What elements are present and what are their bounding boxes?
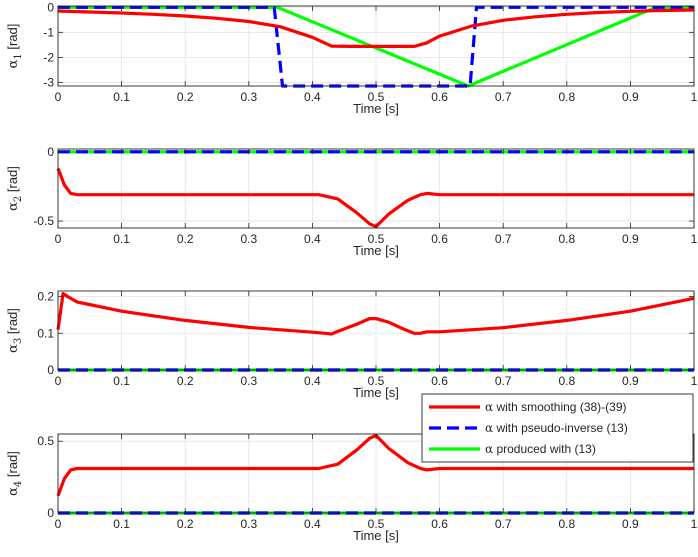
x-axis-label: Time [s] bbox=[353, 385, 399, 400]
x-axis-label: Time [s] bbox=[353, 243, 399, 258]
y-axis-label: α2 [rad] bbox=[5, 166, 24, 211]
x-tick-label: 0.9 bbox=[622, 90, 639, 104]
x-tick-label: 0.7 bbox=[495, 232, 512, 246]
y-tick-label: 0 bbox=[47, 0, 54, 14]
y-axis-label-unit: [rad] bbox=[5, 166, 20, 196]
x-tick-label: 0.6 bbox=[431, 517, 448, 531]
x-tick-label: 0.3 bbox=[240, 517, 257, 531]
y-axis-label-subscript: 4 bbox=[13, 481, 24, 487]
x-tick-label: 0.3 bbox=[240, 374, 257, 388]
x-tick-label: 0.8 bbox=[558, 232, 575, 246]
y-tick-label: -3 bbox=[43, 75, 54, 89]
x-tick-label: 1 bbox=[691, 374, 698, 388]
x-tick-label: 1 bbox=[691, 517, 698, 531]
x-tick-label: 0.5 bbox=[368, 517, 385, 531]
subplot-3: 0 0.1 0.2 0.3 0.4 0.5 0.6 0.7 0.8 0.9 1 0 0.1 0.2 Time… bbox=[5, 290, 698, 400]
y-axis-label-unit: [rad] bbox=[5, 24, 20, 54]
y-tick-label: -1 bbox=[43, 25, 54, 39]
y-axis-label-symbol: α bbox=[6, 59, 21, 68]
x-tick-label: 0.3 bbox=[240, 232, 257, 246]
y-tick-label: 0.1 bbox=[37, 326, 54, 340]
x-tick-label: 0.5 bbox=[368, 232, 385, 246]
subplot-1: 0 0.1 0.2 0.3 0.4 0.5 0.6 0.7 0.8 0.9 1 0 -1 -2 -3 Time… bbox=[5, 0, 698, 116]
x-tick-label: 0.4 bbox=[304, 90, 321, 104]
series-line-smoothing bbox=[56, 433, 694, 497]
x-tick-label: 0.3 bbox=[240, 90, 257, 104]
legend-label-smoothing: α with smoothing (38)-(39) bbox=[485, 400, 627, 414]
x-tick-label: 0.6 bbox=[431, 374, 448, 388]
series-line-smoothing bbox=[57, 8, 695, 49]
y-axis-label-symbol: α bbox=[6, 344, 21, 353]
legend-label-symbol: α bbox=[485, 421, 493, 435]
y-tick-label: 0 bbox=[47, 363, 54, 377]
y-axis-label-unit: [rad] bbox=[5, 308, 20, 338]
x-tick-label: 0.7 bbox=[495, 517, 512, 531]
legend-label-text: produced with (13) bbox=[493, 442, 596, 456]
x-tick-label: 0 bbox=[55, 232, 62, 246]
y-axis-label-unit: [rad] bbox=[5, 451, 20, 481]
x-tick-label: 0 bbox=[55, 90, 62, 104]
x-tick-label: 0.4 bbox=[304, 374, 321, 388]
series-line-smoothing bbox=[56, 292, 695, 336]
legend-label-pseudo-inverse: α with pseudo-inverse (13) bbox=[485, 421, 628, 435]
x-tick-label: 0 bbox=[55, 517, 62, 531]
x-tick-label: 0.8 bbox=[558, 90, 575, 104]
series-line-smoothing bbox=[56, 167, 694, 229]
x-tick-label: 1 bbox=[691, 232, 698, 246]
legend: α with smoothing (38)-(39)α with pseudo-… bbox=[421, 393, 694, 463]
x-tick-label: 0.9 bbox=[622, 232, 639, 246]
x-tick-label: 0.5 bbox=[368, 90, 385, 104]
y-tick-label: 0 bbox=[47, 506, 54, 520]
x-tick-label: 0.5 bbox=[368, 374, 385, 388]
x-tick-label: 0.1 bbox=[113, 90, 130, 104]
y-axis-label: α4 [rad] bbox=[5, 451, 24, 496]
legend-label-produced: α produced with (13) bbox=[485, 442, 596, 456]
x-tick-label: 1 bbox=[691, 90, 698, 104]
x-tick-label: 0.9 bbox=[622, 517, 639, 531]
x-tick-label: 0.1 bbox=[113, 232, 130, 246]
x-tick-label: 0.1 bbox=[113, 374, 130, 388]
x-tick-label: 0.4 bbox=[304, 232, 321, 246]
x-tick-label: 0.2 bbox=[177, 232, 194, 246]
x-tick-label: 0.8 bbox=[558, 517, 575, 531]
x-tick-label: 0.4 bbox=[304, 517, 321, 531]
x-tick-label: 0 bbox=[55, 374, 62, 388]
x-tick-label: 0.6 bbox=[431, 90, 448, 104]
x-tick-label: 0.6 bbox=[431, 232, 448, 246]
x-tick-label: 0.2 bbox=[177, 517, 194, 531]
x-tick-label: 0.2 bbox=[177, 374, 194, 388]
legend-label-symbol: α bbox=[485, 400, 493, 414]
x-tick-label: 0.8 bbox=[558, 374, 575, 388]
y-axis-label-symbol: α bbox=[6, 202, 21, 211]
x-tick-label: 0.9 bbox=[622, 374, 639, 388]
y-axis-label-subscript: 2 bbox=[13, 196, 24, 202]
legend-label-text: with smoothing (38)-(39) bbox=[493, 400, 626, 414]
y-tick-label: 0.2 bbox=[37, 290, 54, 304]
x-axis-label: Time [s] bbox=[353, 528, 399, 543]
x-tick-label: 0.7 bbox=[495, 374, 512, 388]
x-tick-label: 0.7 bbox=[495, 90, 512, 104]
y-tick-label: 0 bbox=[47, 145, 54, 159]
y-axis-label-subscript: 1 bbox=[13, 53, 24, 59]
x-tick-label: 0.1 bbox=[113, 517, 130, 531]
legend-label-symbol: α bbox=[485, 442, 493, 456]
x-axis-label: Time [s] bbox=[353, 101, 399, 116]
y-tick-label: -2 bbox=[43, 50, 54, 64]
y-axis-label-symbol: α bbox=[6, 487, 21, 496]
y-axis-label: α1 [rad] bbox=[5, 24, 24, 69]
x-tick-label: 0.2 bbox=[177, 90, 194, 104]
y-axis-label-subscript: 3 bbox=[13, 338, 24, 344]
legend-label-text: with pseudo-inverse (13) bbox=[493, 421, 628, 435]
y-tick-label: -0.5 bbox=[33, 214, 54, 228]
y-tick-label: 0.5 bbox=[37, 434, 54, 448]
y-axis-label: α3 [rad] bbox=[5, 308, 24, 353]
